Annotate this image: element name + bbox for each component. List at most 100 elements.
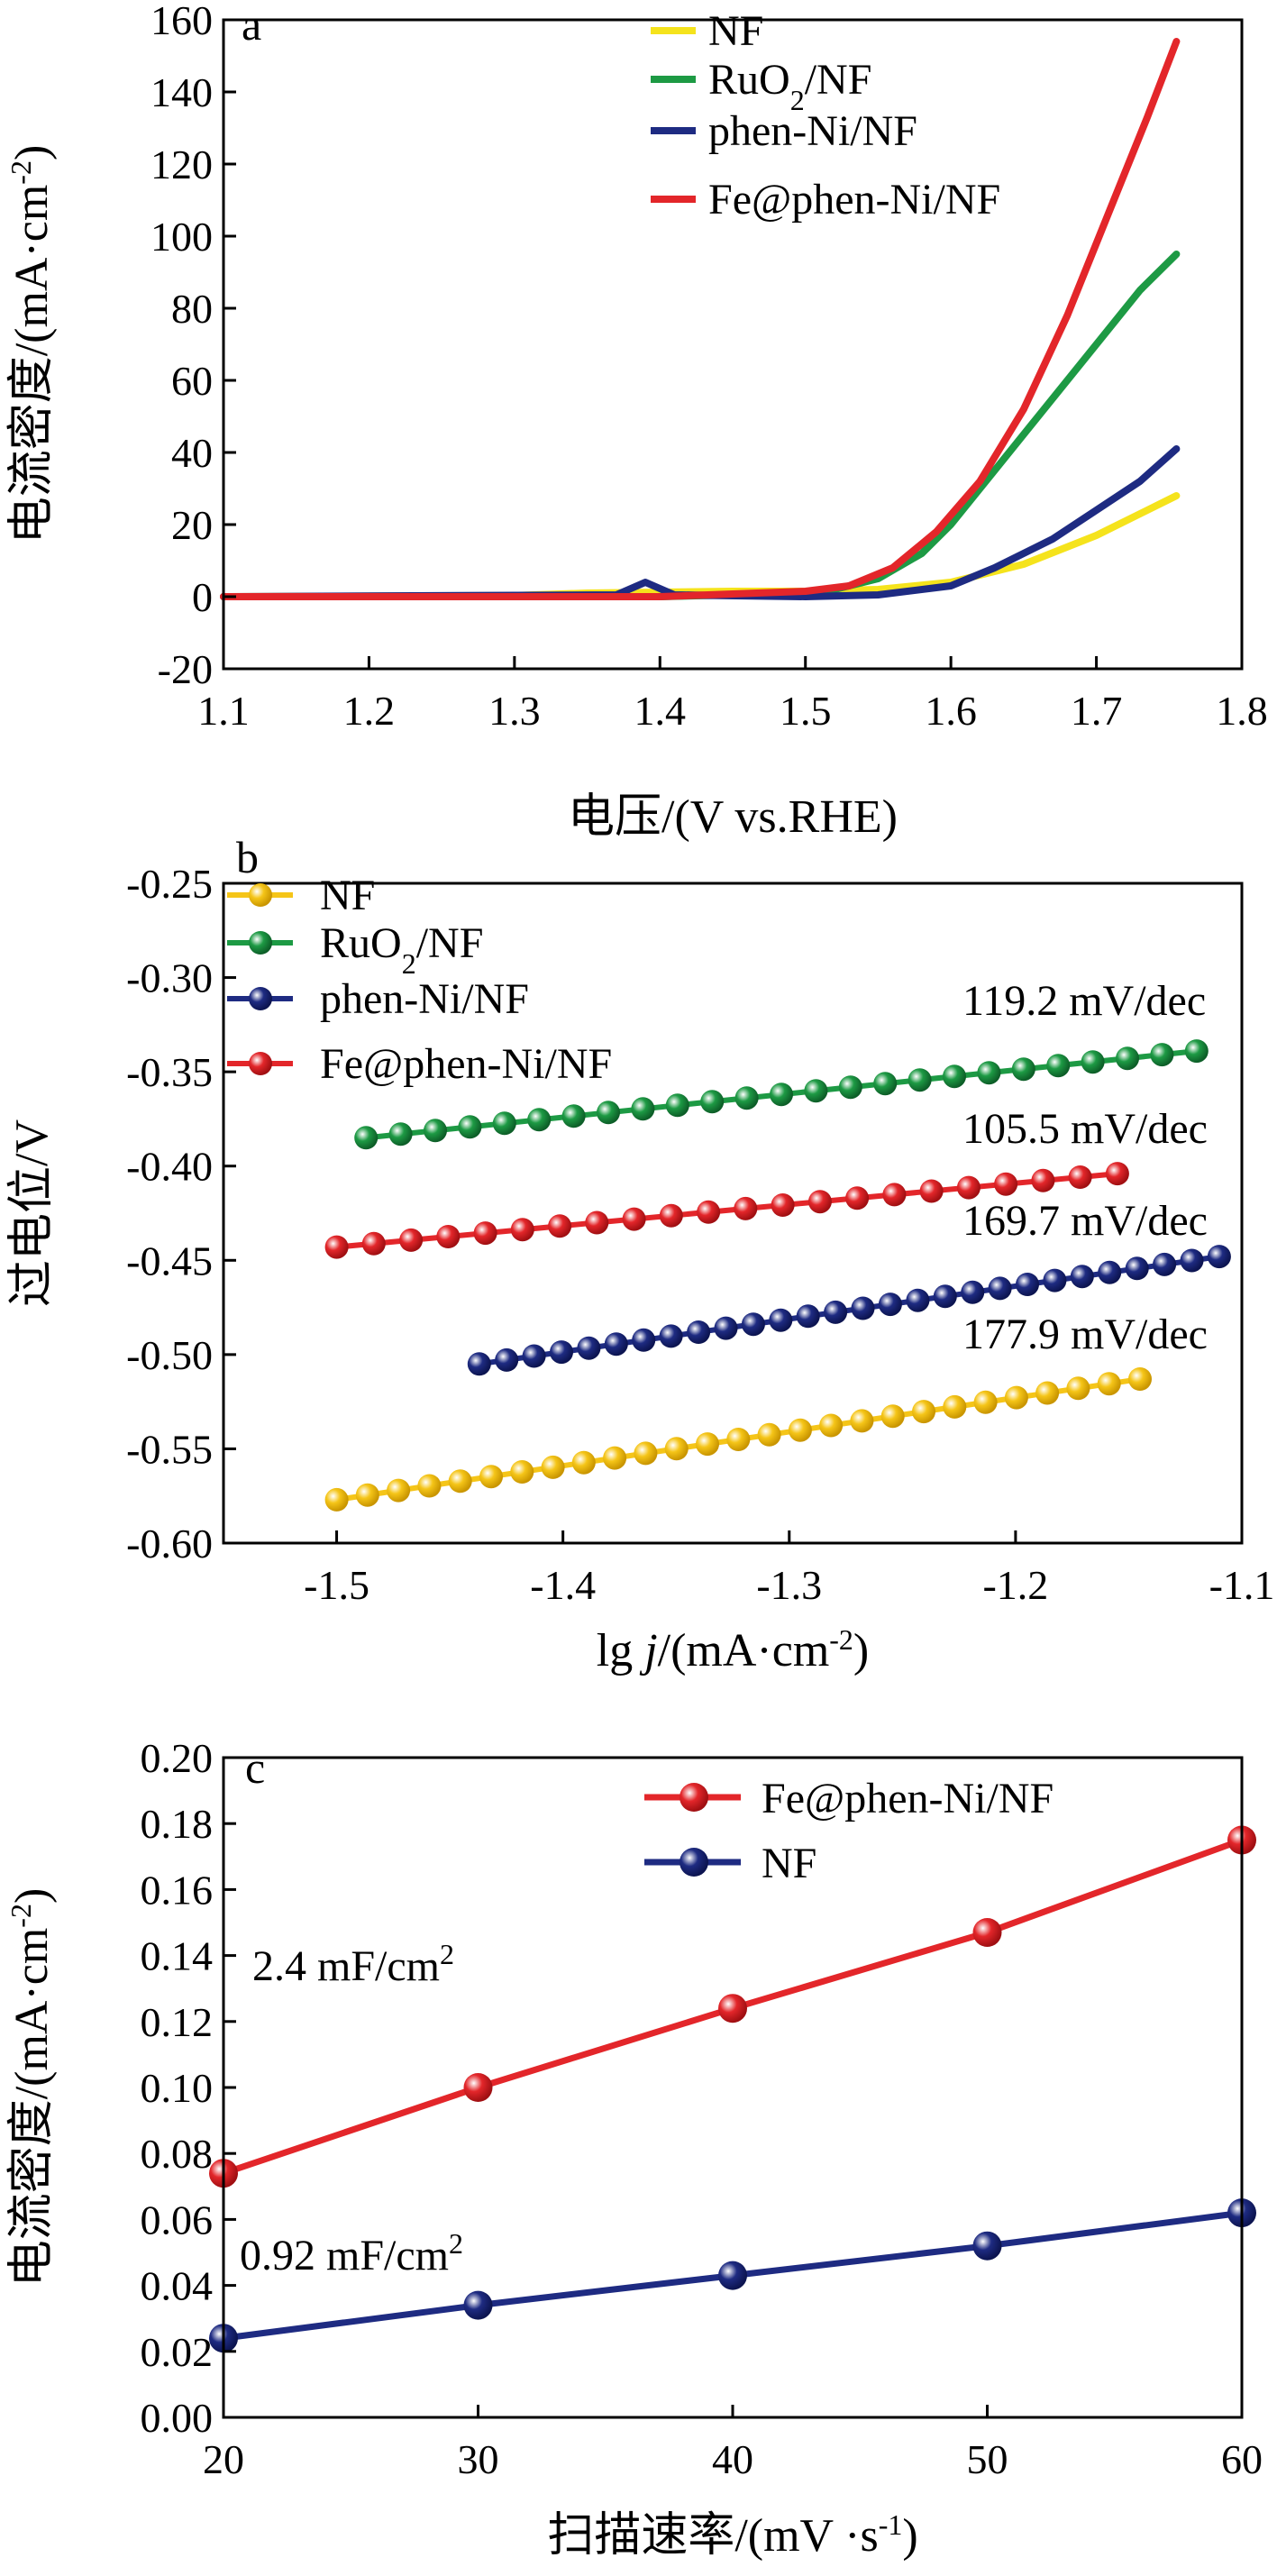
c-y-tick-label: 0.08 [141,2131,214,2177]
series-b-nf-point [973,1390,998,1414]
legend-b-ruo2-swatch [249,931,272,955]
series-b-ruo2-nf-point [873,1072,898,1096]
series-b-ruo2-nf-point [1150,1043,1174,1067]
legend-c-fe: Fe@phen-Ni/NF [762,1775,1054,1822]
series-b-fe-phen-ni-nf-point [1068,1165,1092,1189]
chart-a-y-label: 电流密度/(mA·cm-2) [5,145,58,544]
chart-b-frame [222,882,1244,1545]
series-b-phen-ni-nf-point [961,1280,985,1304]
series-b-fe-phen-ni-nf-point [771,1193,795,1217]
series-b-nf-point [788,1418,812,1442]
a-y-tick-label: 100 [151,214,213,260]
series-b-nf-point [664,1437,689,1461]
series-b-ruo2-nf-point [908,1068,932,1092]
c-x-tick-label: 40 [712,2436,753,2482]
series-b-ruo2-nf-point [943,1064,966,1089]
chart-c: 0.00 0.02 0.04 0.06 0.08 0.10 0.12 0.14 0.16 0.18… [5,1735,1263,2562]
legend-b-phen-swatch [249,987,272,1010]
series-b-nf-point [479,1465,503,1489]
chart-a: -20 0 20 40 60 80 100 120 140 160 1.1 1.2 1.3 1.4 1.5… [5,0,1268,843]
series-b-nf-point [634,1441,658,1466]
series-b-phen-ni-nf-point [1180,1248,1204,1273]
series-b-nf-point [355,1483,379,1507]
series-c-fe-phen-ni-nf-point [972,1918,1002,1947]
series-b-phen-ni-nf-point [1153,1252,1177,1276]
series-b-fe-phen-ni-nf-point [436,1225,461,1248]
a-x-tick-label: 1.3 [488,688,541,734]
b-x-tick-label: -1.3 [756,1562,822,1608]
a-y-tick-label: 20 [171,502,213,548]
b-x-tick-label: -1.2 [982,1562,1048,1608]
series-b-ruo2-nf-point [492,1111,516,1136]
series-c-fe-phen-ni-nf-point [463,2073,493,2102]
series-c-fe-phen-ni-nf-point [718,1994,747,2023]
c-y-tick-label: 0.02 [141,2329,214,2375]
legend-b-fe: Fe@phen-Ni/NF [320,1040,612,1088]
series-b-fe-phen-ni-nf-point [807,1190,832,1214]
series-b-nf-point [510,1460,534,1484]
series-b-ruo2-nf-point [1046,1054,1071,1078]
b-y-tick-label: -0.55 [126,1426,213,1472]
series-b-ruo2-nf-point [1011,1057,1035,1082]
series-b-phen-ni-nf-point [550,1340,573,1365]
chart-b-plot [324,1039,1231,1512]
series-b-ruo2-nf-point [527,1108,552,1132]
series-b-ruo2-nf-point [354,1126,379,1150]
series-b-nf-point [943,1394,967,1419]
chart-b: -0.60 -0.55 -0.50 -0.45 -0.40 -0.35 -0.30 -0.25… [6,832,1274,1676]
chart-b-panel-label: b [236,832,259,882]
series-b-phen-ni-nf-point [851,1296,875,1320]
series-b-ruo2-nf-point [804,1079,828,1103]
chart-a-plot [220,38,1181,600]
b-y-tick-label: -0.40 [126,1144,213,1190]
series-b-phen-ni-nf-point [1125,1256,1149,1281]
series-b-nf-point [819,1413,844,1438]
series-b-phen-ni-nf-point [632,1328,656,1352]
chart-b-x-label: lg j/(mA·cm-2) [597,1623,870,1676]
series-b-phen-ni-nf-point [495,1347,519,1372]
c-y-tick-label: 0.14 [141,1933,214,1979]
c-y-tick-label: 0.04 [141,2263,214,2309]
series-b-fe-phen-ni-nf-point [659,1203,683,1228]
c-y-tick-label: 0.18 [141,1801,214,1847]
a-x-tick-label: 1.2 [343,688,396,734]
series-b-ruo2-nf-point [458,1115,482,1139]
series-b-nf-point [571,1450,596,1475]
series-b-phen-ni-nf-point [577,1336,601,1360]
series-b-fe-phen-ni-nf-point [399,1228,424,1252]
a-y-tick-label: 120 [151,142,213,187]
legend-c-fe-swatch [680,1783,708,1812]
a-y-tick-label: -20 [158,646,213,692]
series-b-fe-phen-ni-nf-point [324,1235,349,1259]
c-x-tick-label: 30 [458,2436,499,2482]
series-b-phen-ni-nf-point [796,1304,820,1329]
series-b-ruo2-nf-point [977,1061,1001,1085]
series-c-nf-point [972,2231,1002,2261]
series-b-ruo2-nf-point [597,1101,620,1125]
series-b-ruo2-nf-point [665,1093,689,1118]
a-x-tick-label: 1.7 [1071,688,1123,734]
chart-c-y-ticks: 0.00 0.02 0.04 0.06 0.08 0.10 0.12 0.14 0.16 0.18… [141,1735,236,2441]
series-b-nf-point [603,1446,627,1470]
series-b-ruo2-nf-point [734,1086,759,1110]
series-b-phen-ni-nf-point [1070,1265,1094,1289]
series-b-fe-phen-ni-nf-point [510,1218,534,1242]
legend-b-nf: NF [320,872,375,919]
series-a-phen-ni-nf-line [220,445,1181,600]
b-y-tick-label: -0.45 [126,1238,213,1283]
series-b-nf-point [1097,1372,1121,1396]
series-b-fe-phen-ni-nf-point [1105,1162,1129,1186]
legend-b-fe-swatch [249,1052,272,1075]
series-b-ruo2-nf-point [838,1075,862,1100]
series-b-phen-ni-nf-point [1016,1273,1039,1296]
c-y-tick-label: 0.12 [141,1999,214,2045]
b-y-tick-label: -0.60 [126,1521,213,1567]
series-b-ruo2-nf-point [388,1122,413,1146]
series-b-nf-point [387,1478,411,1503]
b-x-tick-label: -1.4 [530,1562,596,1608]
chart-c-x-label: 扫描速率/(mV ·s-1) [547,2508,917,2562]
annotation-b-phen-slope: 169.7 mV/dec [962,1197,1208,1245]
series-b-ruo2-nf-point [631,1097,655,1121]
chart-c-y-label: 电流密度/(mA·cm-2) [5,1888,58,2288]
